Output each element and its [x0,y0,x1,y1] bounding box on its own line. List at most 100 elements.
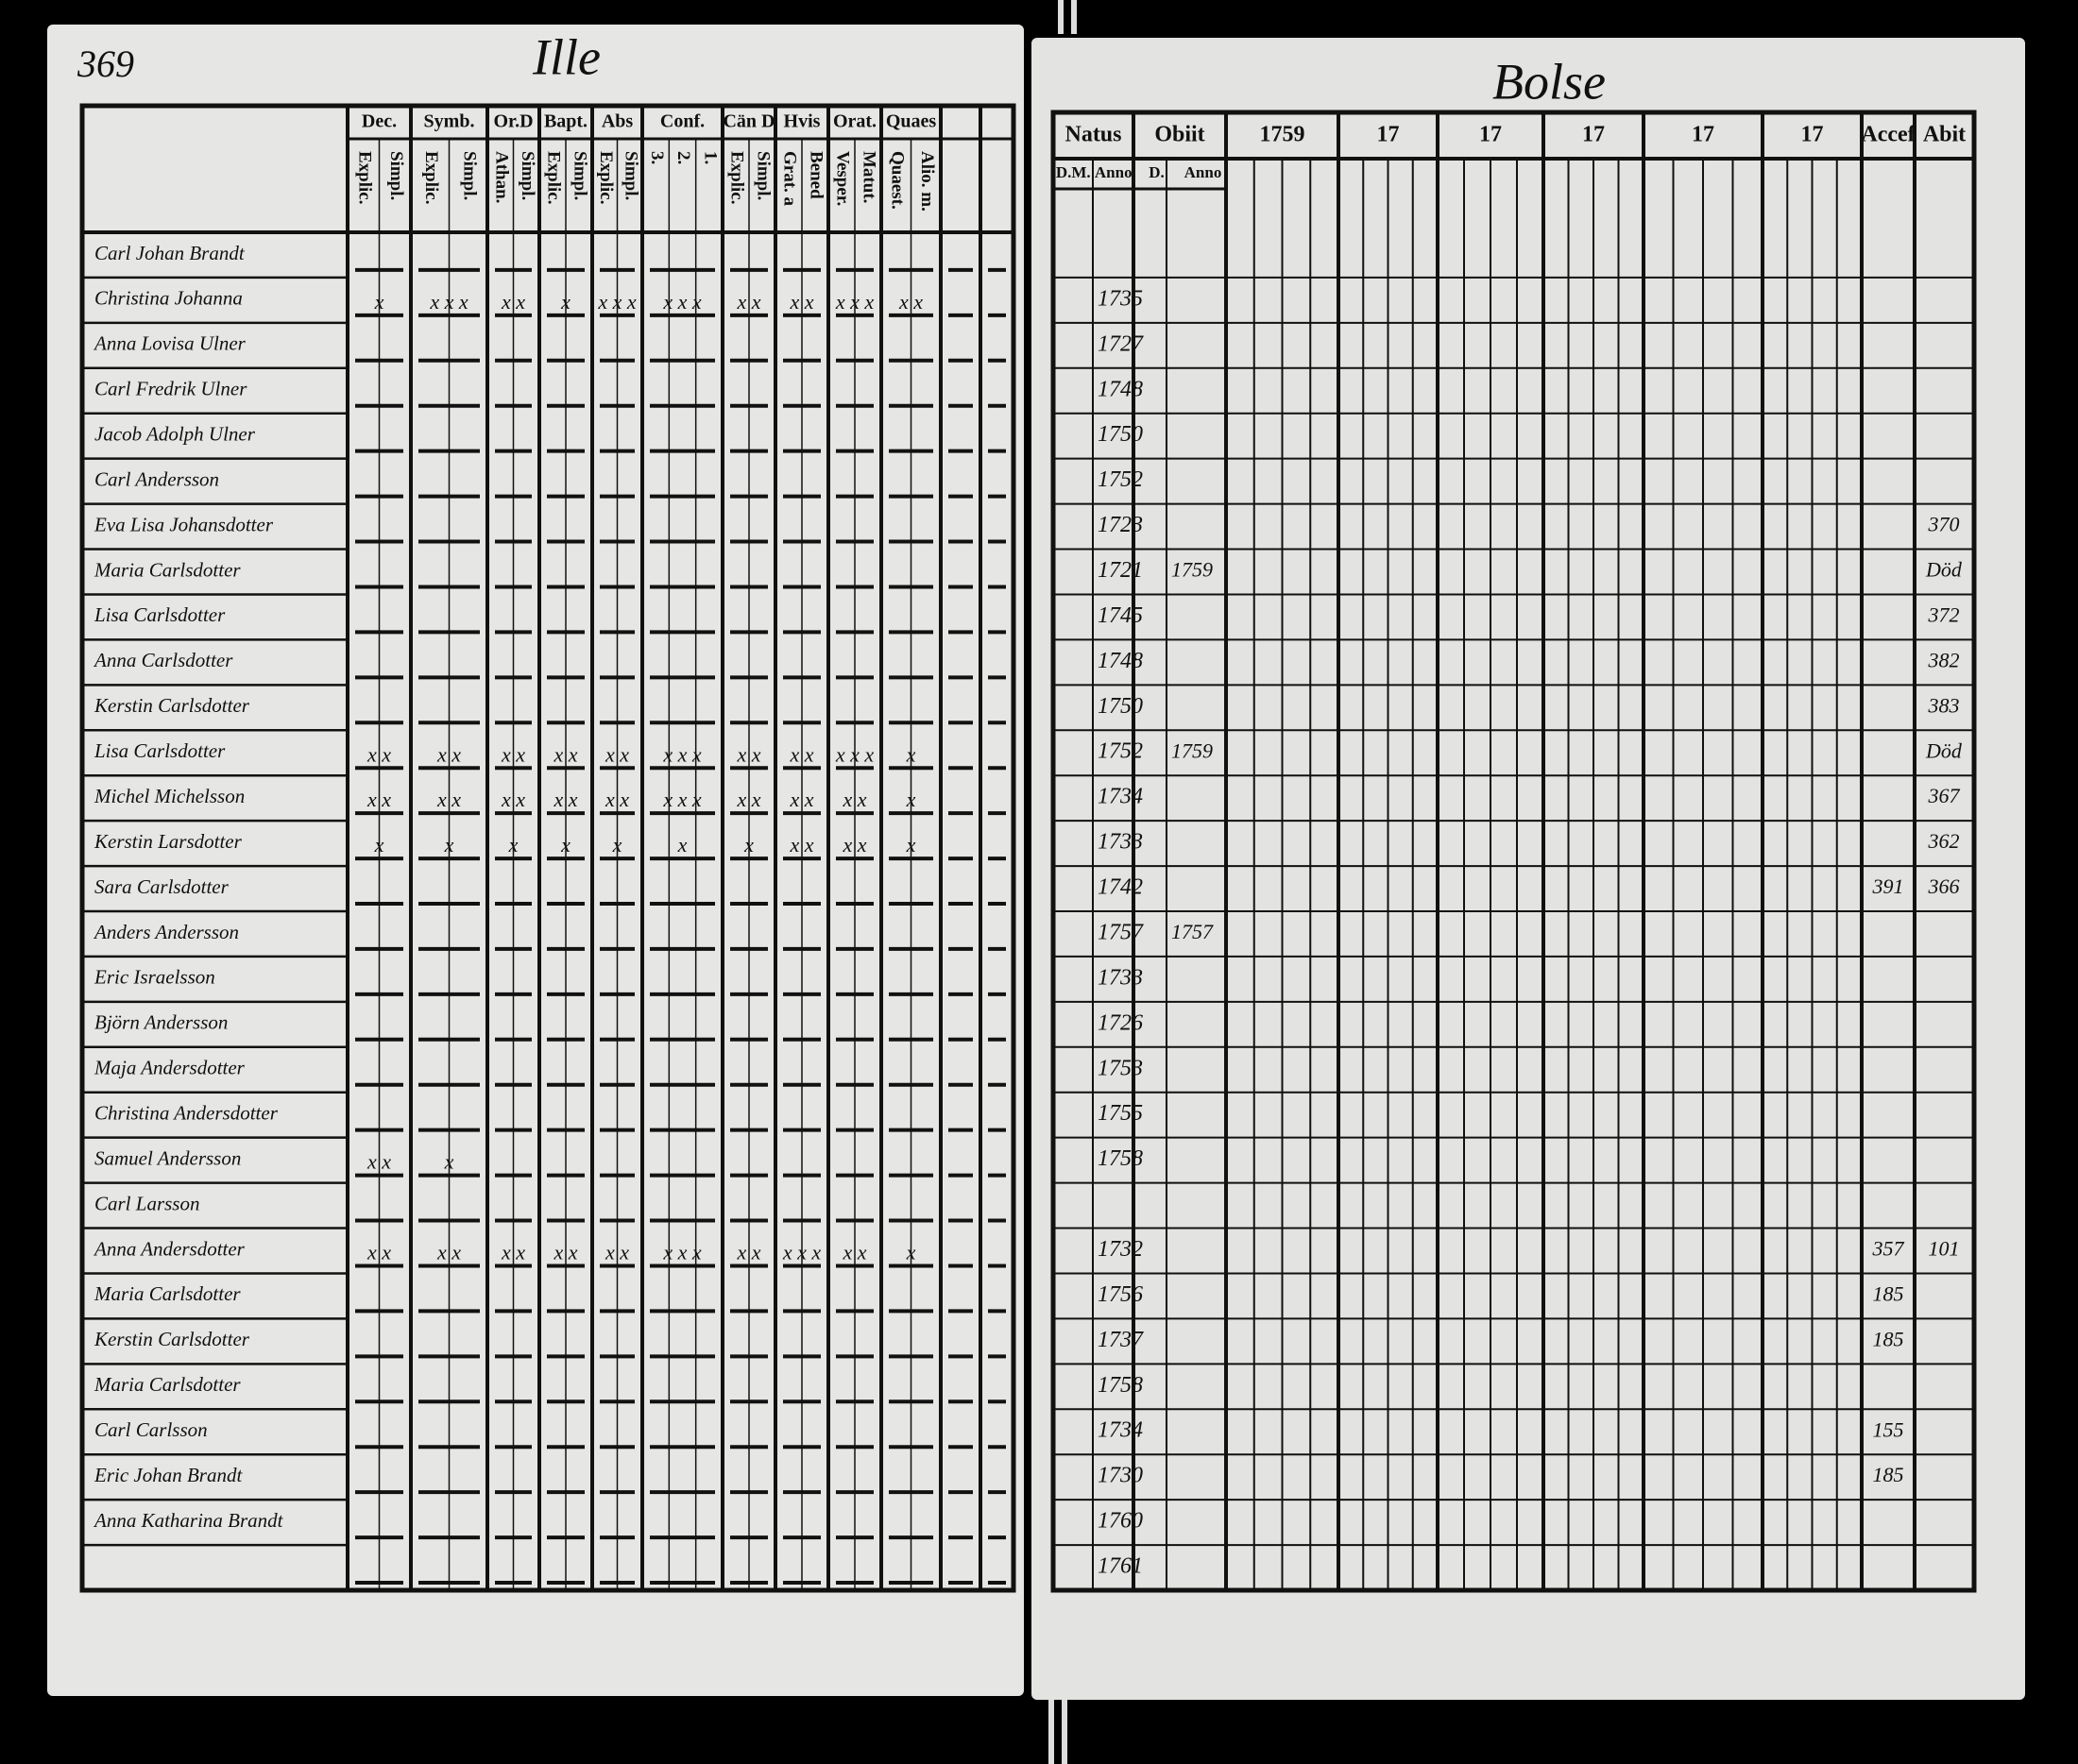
accessit-note: 185 [1873,1281,1904,1305]
column-subheader: Quaest. [887,151,907,210]
accessit-note: 185 [1873,1463,1904,1486]
column-header: Obiit [1154,123,1204,147]
exam-mark: x x [605,788,629,811]
resident-name: Michel Michelsson [94,785,245,807]
birth-year: 1750 [1098,694,1143,719]
accessit-note: 357 [1872,1237,1905,1261]
birth-year: 1732 [1098,1237,1143,1262]
exam-mark: x x [898,290,923,314]
column-header: Or.D [493,111,533,132]
exam-mark: x x [366,788,391,811]
exam-mark: x x [553,1241,577,1264]
death-year: 1757 [1171,920,1214,943]
birth-year: 1757 [1098,920,1144,944]
exam-mark: x x [736,290,760,314]
exam-mark: x x [501,742,525,766]
column-subheader: Athan. [491,151,511,203]
resident-name: Carl Larsson [94,1192,199,1214]
column-subheader: Simpl. [621,151,640,200]
birth-year: 1723 [1098,513,1143,537]
binding-mark [1062,1700,1067,1764]
column-subheader: Simpl. [571,151,590,200]
resident-name: Maria Carlsdotter [94,558,241,581]
exam-mark: x [560,290,571,314]
page-heading: Ille [532,28,601,85]
birth-year: 1727 [1098,331,1144,356]
resident-name: Eva Lisa Johansdotter [94,513,274,535]
exam-mark: x x [553,742,577,766]
page-number: 369 [77,42,134,85]
exam-mark: x [906,1241,916,1264]
exam-mark: x x x [835,290,875,314]
column-subheader: Grat. a [780,151,800,207]
birth-year: 1750 [1098,422,1143,447]
resident-name: Anna Carlsdotter [93,649,233,671]
column-subheader: Explic. [596,151,616,204]
column-subheader: Explic. [727,151,747,204]
exam-mark: x x [789,833,813,857]
resident-name: Carl Johan Brandt [94,242,246,264]
death-year: 1759 [1171,738,1213,762]
exam-mark: x x [366,742,391,766]
birth-year: 1752 [1098,467,1143,492]
resident-name: Christina Andersdotter [94,1102,279,1125]
column-header: Abit [1923,123,1966,147]
abit-note: Död [1925,738,1963,762]
exam-mark: x x [789,742,813,766]
abit-note: 372 [1928,602,1960,626]
exam-mark: x [444,1150,454,1174]
exam-mark: x [743,833,754,857]
column-subheader: Explic. [354,151,374,204]
birth-year: 1758 [1098,1146,1143,1171]
birth-year: 1745 [1098,603,1143,628]
column-subheader: Simpl. [518,151,537,200]
column-subheader: D.M. [1056,163,1091,181]
column-header: Quaes [886,111,937,132]
exam-mark: x x x [429,290,468,314]
binding-mark [1071,0,1077,34]
death-year: 1759 [1171,558,1213,582]
column-subheader: Simpl. [459,151,479,200]
resident-name: Anders Andersson [93,921,239,943]
birth-year: 1755 [1098,1101,1143,1126]
birth-year: 1742 [1098,875,1143,900]
exam-mark: x x [436,742,461,766]
birth-year: 1756 [1098,1282,1143,1307]
birth-year: 1721 [1098,558,1143,583]
birth-year: 1761 [1098,1554,1143,1579]
exam-mark: x x x [662,1241,702,1264]
column-header: 1759 [1260,123,1305,147]
column-subheader: 1. [700,151,720,164]
exam-mark: x [508,833,519,857]
exam-mark: x [560,833,571,857]
resident-name: Carl Andersson [94,467,219,490]
resident-name: Björn Andersson [94,1011,228,1034]
column-header: Hvis [784,111,821,132]
exam-mark: x x [366,1241,391,1264]
column-subheader: Matut. [860,151,879,203]
resident-name: Anna Andersdotter [93,1237,246,1260]
column-header: Abs [602,111,634,132]
column-subheader: Anno [1184,163,1222,181]
resident-name: Eric Israelsson [94,966,215,989]
exam-mark: x x x [662,742,702,766]
column-subheader: Explic. [421,151,441,204]
resident-name: Carl Fredrik Ulner [94,378,247,400]
exam-mark: x [906,788,916,811]
birth-year: 1734 [1098,785,1143,809]
resident-name: Kerstin Carlsdotter [94,694,250,717]
exam-mark: x x [736,788,760,811]
column-header: 17 [1692,123,1714,147]
column-header: Conf. [660,111,705,132]
exam-mark: x x [605,1241,629,1264]
exam-mark: x [374,290,384,314]
resident-name: Anna Lovisa Ulner [93,332,247,355]
column-subheader: D. [1149,163,1165,181]
exam-mark: x x [366,1150,391,1174]
resident-name: Maja Andersdotter [94,1057,246,1079]
accessit-note: 155 [1873,1417,1904,1441]
abit-note: 370 [1928,513,1960,536]
birth-year: 1734 [1098,1418,1143,1443]
resident-name: Kerstin Larsdotter [94,830,243,853]
